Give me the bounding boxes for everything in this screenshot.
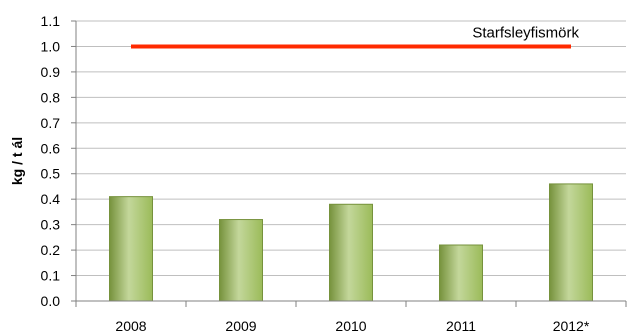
- y-tick-labels: 0.0 0.1 0.2 0.3 0.4 0.5 0.6 0.7 0.8 0.9 1.0 1.1: [41, 13, 61, 309]
- y-tick-label: 0.8: [41, 89, 61, 105]
- x-tick-labels: 2008 2009 2010 2011 2012*: [115, 318, 589, 334]
- y-tick-label: 0.6: [41, 140, 61, 156]
- bar-2008: [109, 196, 153, 302]
- y-axis-label: kg / t ál: [9, 137, 25, 185]
- x-tick-label: 2008: [115, 318, 146, 334]
- y-tick-label: 0.3: [41, 217, 61, 233]
- axes: [71, 20, 627, 307]
- y-tick-label: 0.7: [41, 115, 61, 131]
- y-tick-label: 0.0: [41, 293, 61, 309]
- bars: [109, 183, 593, 302]
- bar-2012: [549, 183, 593, 302]
- y-tick-label: 0.5: [41, 166, 61, 182]
- x-tick-label: 2011: [446, 318, 476, 334]
- bar-2009: [219, 219, 263, 302]
- y-tick-label: 0.2: [41, 242, 61, 258]
- x-tick-label: 2012*: [553, 318, 590, 334]
- x-tick-label: 2010: [335, 318, 366, 334]
- reference-line-group: Starfsleyfismörk: [131, 24, 579, 49]
- y-tick-label: 1.0: [41, 38, 61, 54]
- x-tick-label: 2009: [225, 318, 256, 334]
- bar-2011: [439, 244, 483, 302]
- y-tick-label: 0.4: [41, 191, 61, 207]
- y-tick-label: 0.1: [41, 268, 61, 284]
- y-tick-label: 0.9: [41, 64, 61, 80]
- y-tick-label: 1.1: [41, 13, 61, 29]
- reference-line-label: Starfsleyfismörk: [472, 24, 579, 41]
- bar-2010: [329, 203, 373, 302]
